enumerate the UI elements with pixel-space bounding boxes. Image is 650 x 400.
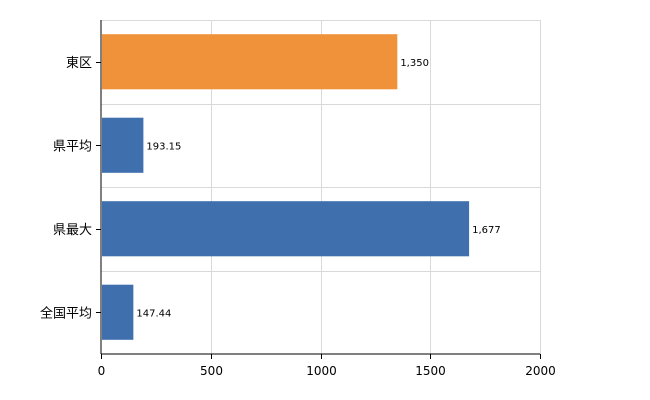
bar <box>102 201 470 257</box>
x-tick-label: 0 <box>98 364 106 378</box>
category-label: 東区 <box>66 55 92 71</box>
axes <box>96 20 541 359</box>
data-label: 193.15 <box>146 141 181 152</box>
data-label: 1,350 <box>400 58 429 69</box>
data-label: 1,677 <box>472 225 501 236</box>
x-tick-labels: 0 500 1000 1500 2000 <box>98 364 556 378</box>
bar <box>102 34 398 90</box>
x-tick-label: 500 <box>200 364 223 378</box>
x-tick-label: 1500 <box>415 364 446 378</box>
x-tick-label: 1000 <box>306 364 337 378</box>
data-labels: 1,350 193.15 1,677 147.44 <box>136 58 500 320</box>
category-label: 県最大 <box>53 223 92 238</box>
x-tick-label: 2000 <box>525 364 556 378</box>
bar <box>102 117 144 173</box>
data-label: 147.44 <box>136 308 171 319</box>
category-label: 全国平均 <box>40 305 92 321</box>
bar <box>102 284 134 340</box>
category-label: 県平均 <box>53 139 92 154</box>
bars <box>102 34 470 340</box>
